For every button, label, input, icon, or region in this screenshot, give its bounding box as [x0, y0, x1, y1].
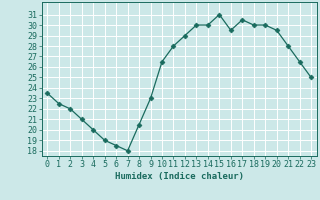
X-axis label: Humidex (Indice chaleur): Humidex (Indice chaleur) — [115, 172, 244, 181]
